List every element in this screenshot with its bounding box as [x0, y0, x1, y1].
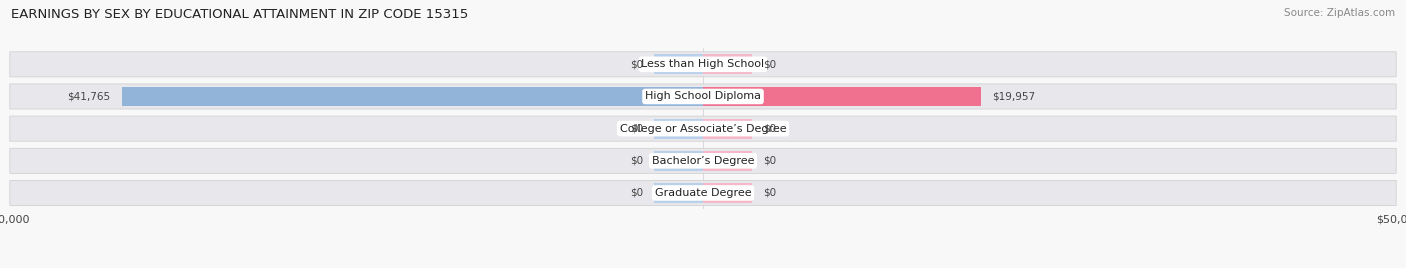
Text: $0: $0 [630, 188, 643, 198]
Text: $0: $0 [763, 59, 776, 69]
Text: $41,765: $41,765 [67, 91, 111, 102]
Text: Source: ZipAtlas.com: Source: ZipAtlas.com [1284, 8, 1395, 18]
Text: EARNINGS BY SEX BY EDUCATIONAL ATTAINMENT IN ZIP CODE 15315: EARNINGS BY SEX BY EDUCATIONAL ATTAINMEN… [11, 8, 468, 21]
FancyBboxPatch shape [10, 180, 1396, 206]
FancyBboxPatch shape [10, 84, 1396, 109]
Text: $0: $0 [763, 188, 776, 198]
FancyBboxPatch shape [10, 116, 1396, 141]
Text: $0: $0 [630, 124, 643, 134]
Bar [703, 183, 752, 203]
Text: $19,957: $19,957 [991, 91, 1035, 102]
Bar [654, 151, 703, 171]
Text: Graduate Degree: Graduate Degree [655, 188, 751, 198]
Text: College or Associate’s Degree: College or Associate’s Degree [620, 124, 786, 134]
Text: $0: $0 [763, 156, 776, 166]
Bar [703, 119, 752, 139]
Bar [703, 87, 981, 106]
Bar [703, 54, 752, 74]
FancyBboxPatch shape [10, 148, 1396, 173]
Bar [654, 183, 703, 203]
Bar [703, 151, 752, 171]
FancyBboxPatch shape [10, 52, 1396, 77]
Bar [122, 87, 703, 106]
Bar [654, 54, 703, 74]
Bar [654, 119, 703, 139]
Text: $0: $0 [630, 59, 643, 69]
Text: High School Diploma: High School Diploma [645, 91, 761, 102]
Text: $0: $0 [630, 156, 643, 166]
Text: Less than High School: Less than High School [641, 59, 765, 69]
Text: $0: $0 [763, 124, 776, 134]
Text: Bachelor’s Degree: Bachelor’s Degree [652, 156, 754, 166]
